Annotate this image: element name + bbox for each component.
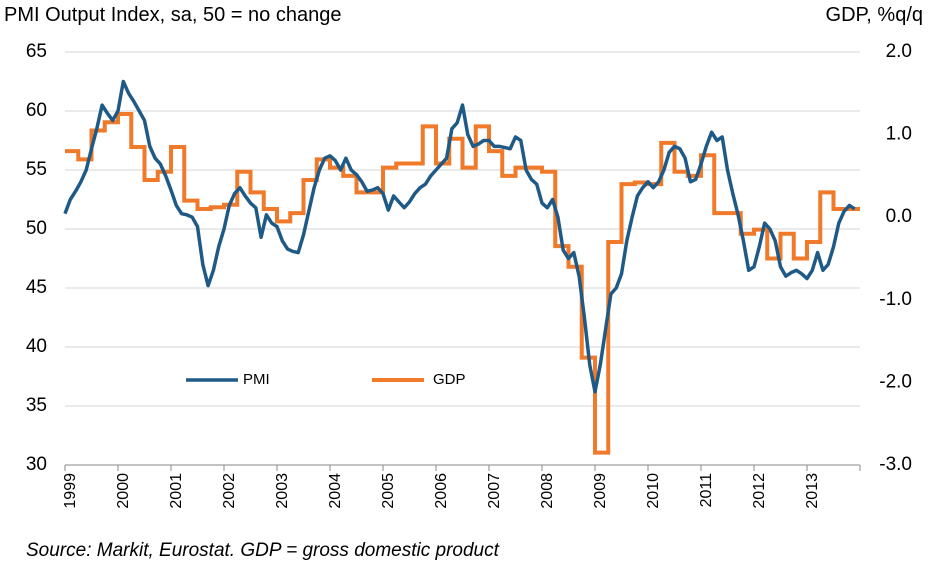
x-tick-label: 1999 [62, 473, 79, 509]
x-tick-label: 2009 [592, 473, 609, 509]
left-tick-label: 50 [26, 218, 47, 239]
x-tick-label: 2000 [115, 473, 132, 509]
x-tick-label: 2006 [433, 473, 450, 509]
right-tick-label: -1.0 [879, 289, 912, 310]
x-tick-label: 2001 [168, 473, 185, 509]
legend-pmi-label: PMI [243, 371, 270, 388]
left-axis-title: PMI Output Index, sa, 50 = no change [4, 4, 342, 26]
gdp-series-line [65, 111, 860, 455]
left-tick-label: 35 [26, 395, 47, 416]
legend-gdp-label: GDP [433, 371, 466, 388]
x-tick-label: 2004 [327, 473, 344, 509]
source-note: Source: Markit, Eurostat. GDP = gross do… [26, 540, 499, 561]
right-tick-label: 1.0 [886, 124, 912, 145]
right-tick-label: 2.0 [886, 41, 912, 62]
x-axis: 1999 2000 2001 2002 2003 2004 2005 2006 2007 2008… [62, 464, 861, 509]
x-tick-label: 2012 [751, 473, 768, 509]
pmi-series-line [63, 79, 856, 394]
left-tick-label: 30 [26, 454, 47, 475]
left-tick-label: 45 [26, 277, 47, 298]
left-tick-label: 65 [26, 41, 47, 62]
x-tick-label: 2008 [539, 473, 556, 509]
x-tick-label: 2013 [804, 473, 821, 509]
right-y-axis: -3.0 -2.0 -1.0 0.0 1.0 2.0 [879, 41, 912, 475]
left-tick-label: 60 [26, 100, 47, 121]
x-tick-label: 2011 [698, 473, 715, 508]
legend: PMI GDP [186, 371, 466, 388]
x-tick-label: 2010 [645, 473, 662, 509]
x-tick-label: 2005 [380, 473, 397, 509]
right-tick-label: -3.0 [879, 454, 912, 475]
left-tick-label: 55 [26, 159, 47, 180]
x-tick-label: 2007 [486, 473, 503, 509]
right-tick-label: 0.0 [886, 206, 912, 227]
series-group [63, 79, 860, 455]
left-tick-label: 40 [26, 336, 47, 357]
right-axis-title: GDP, %q/q [825, 4, 923, 26]
x-tick-label: 2002 [221, 473, 238, 509]
left-y-axis: 30 35 40 45 50 55 60 65 [26, 41, 47, 475]
right-tick-label: -2.0 [879, 371, 912, 392]
x-tick-label: 2003 [274, 473, 291, 509]
chart: 30 35 40 45 50 55 60 65 -3.0 -2.0 -1.0 0.0 1.0 2.0 1… [26, 41, 912, 509]
